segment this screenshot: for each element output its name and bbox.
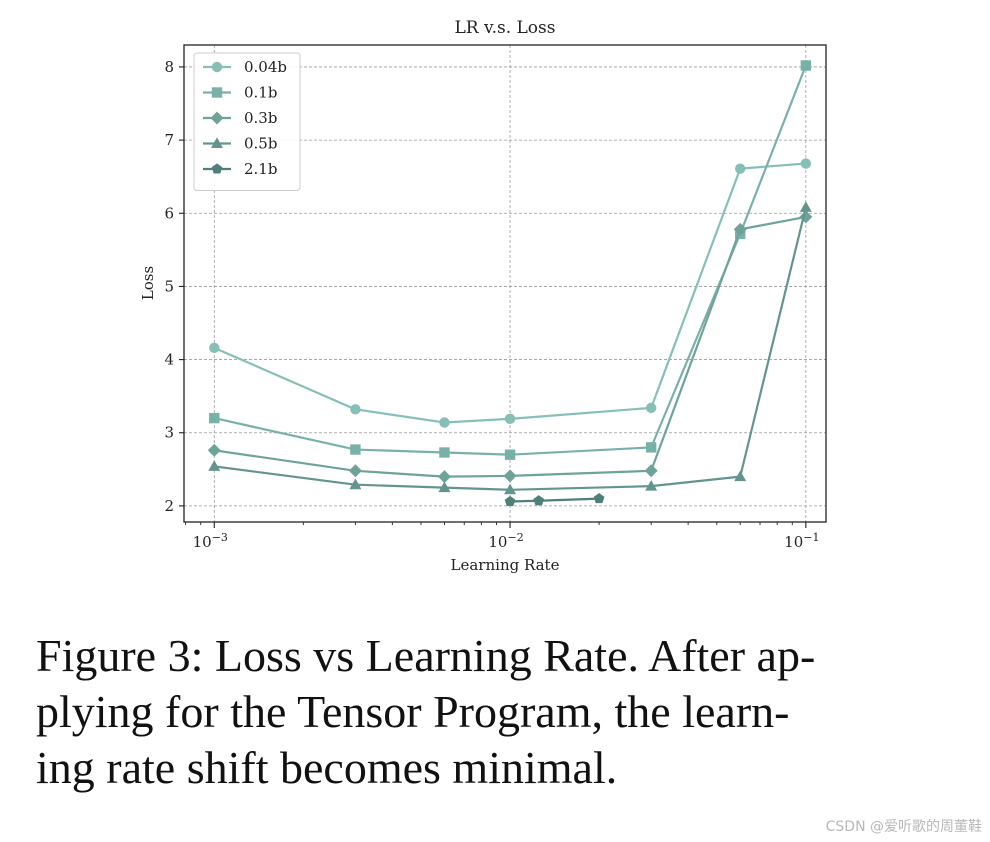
legend-marker — [211, 163, 223, 174]
data-point — [644, 464, 658, 478]
y-tick-label: 2 — [164, 497, 174, 515]
data-point — [533, 495, 545, 506]
y-tick-label: 3 — [164, 424, 174, 442]
data-point — [503, 469, 517, 483]
legend-item: 0.04b — [203, 58, 287, 76]
legend-label: 0.5b — [244, 135, 277, 153]
caption-line: Figure 3: Loss vs Learning Rate. After a… — [36, 630, 816, 681]
series-layer — [207, 60, 813, 507]
legend-item: 0.3b — [203, 109, 277, 127]
data-point — [504, 495, 516, 507]
data-point — [733, 222, 747, 236]
data-point — [735, 163, 746, 174]
data-point — [645, 479, 658, 491]
legend-marker — [211, 61, 223, 73]
data-point — [207, 443, 221, 457]
legend-marker — [210, 111, 224, 125]
data-point — [800, 158, 812, 169]
data-point — [438, 481, 451, 493]
data-point — [350, 444, 361, 455]
y-axis-label: Loss — [139, 266, 157, 300]
y-tick-label: 7 — [164, 131, 174, 149]
plot-frame — [183, 44, 827, 523]
data-point — [439, 417, 450, 428]
chart-title: LR v.s. Loss — [455, 18, 556, 38]
series-0.5b — [208, 201, 812, 495]
data-point — [209, 342, 220, 354]
legend-label: 0.04b — [244, 58, 287, 76]
axis-ticks: 2 3 4 5 6 7 8 10−3 10−2 10−1 — [164, 58, 819, 551]
y-tick-label: 6 — [164, 204, 174, 222]
legend-marker — [211, 137, 223, 148]
legend-marker — [211, 87, 223, 98]
data-point — [209, 412, 220, 424]
series-2.1b — [504, 492, 605, 507]
caption-line: ing rate shift becomes minimal. — [36, 742, 618, 793]
x-axis-label: Learning Rate — [451, 556, 560, 574]
y-tick-label: 4 — [164, 351, 174, 369]
x-tick-label: 10−3 — [193, 531, 228, 551]
data-point — [504, 413, 516, 425]
data-point — [208, 460, 221, 471]
data-point — [645, 402, 657, 414]
data-point — [645, 442, 657, 453]
legend-label: 0.3b — [244, 109, 277, 127]
legend-item: 0.1b — [203, 84, 277, 102]
data-point — [439, 447, 450, 458]
series-0.04b — [209, 158, 812, 428]
series-line — [510, 497, 600, 503]
x-tick-label: 10−2 — [488, 531, 523, 551]
data-point — [504, 449, 516, 460]
data-point — [734, 470, 747, 482]
data-point — [593, 492, 605, 504]
data-point — [350, 404, 361, 415]
data-point — [349, 478, 362, 490]
watermark: CSDN @爱听歌的周董鞋 — [825, 819, 982, 835]
data-point — [800, 60, 812, 71]
x-tick-label: 10−1 — [784, 531, 819, 551]
y-tick-label: 5 — [164, 277, 174, 295]
data-point — [437, 470, 451, 484]
data-point — [348, 464, 362, 478]
loss-vs-lr-chart: LR v.s. Loss Learning Rate Loss 2 3 4 5 6 7 8 1… — [139, 18, 827, 574]
figure-caption: Figure 3: Loss vs Learning Rate. After a… — [36, 628, 976, 796]
legend-item: 0.5b — [203, 135, 277, 153]
series-0.3b — [207, 210, 813, 484]
data-point — [799, 201, 812, 212]
legend: 0.04b 0.1b 0.3b 0.5b 2.1b — [193, 52, 301, 191]
legend-item: 2.1b — [203, 160, 277, 178]
legend-label: 2.1b — [244, 160, 277, 178]
y-tick-label: 8 — [164, 58, 174, 76]
data-point — [504, 483, 517, 495]
caption-line: plying for the Tensor Program, the learn… — [36, 686, 790, 737]
legend-label: 0.1b — [244, 84, 277, 102]
